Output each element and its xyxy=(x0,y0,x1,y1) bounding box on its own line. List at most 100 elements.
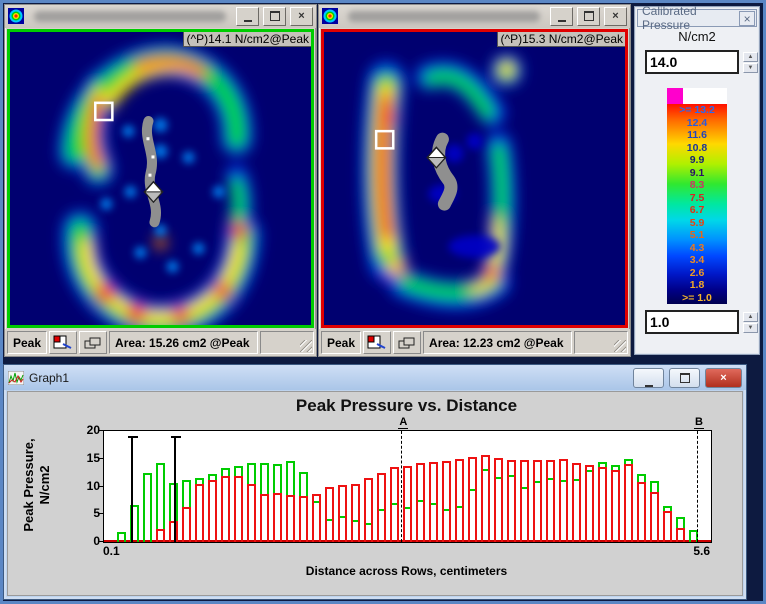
scale-label-14: 1.8 xyxy=(689,279,705,291)
legend-toggle-button[interactable] xyxy=(363,331,392,354)
bar-green-2 xyxy=(143,473,152,542)
scale-label-9: 5.9 xyxy=(689,216,705,229)
map-window-left-titlebar[interactable]: × xyxy=(5,5,316,28)
map-right-statusbar: Peak Area: 12.23 cm2 @Peak xyxy=(319,329,630,356)
x-axis-start-label: 0.1 xyxy=(103,544,120,558)
panel-titlebar[interactable]: Calibrated Pressure × xyxy=(637,4,757,32)
scale-label-12: 3.4 xyxy=(689,254,705,266)
arrow-up-icon: ▲ xyxy=(747,313,754,320)
y-axis-label: Peak Pressure, N/cm2 xyxy=(21,438,52,532)
bar-red-31 xyxy=(520,459,529,542)
map-window-right-titlebar[interactable]: × xyxy=(319,5,630,28)
display-mode-label[interactable]: Peak xyxy=(321,331,362,354)
spin-up-button[interactable]: ▲ xyxy=(743,311,758,322)
bar-red-39 xyxy=(624,464,633,542)
marker-A[interactable]: A xyxy=(398,416,409,542)
restore-button[interactable] xyxy=(577,6,600,26)
window-title-redacted xyxy=(34,10,226,22)
panel-title: Calibrated Pressure xyxy=(642,4,697,32)
arrow-up-icon: ▲ xyxy=(747,53,754,60)
windows-tile-button[interactable] xyxy=(393,331,422,354)
spin-up-button[interactable]: ▲ xyxy=(743,51,758,62)
units-label: N/cm2 xyxy=(678,29,716,44)
min-pressure-input[interactable] xyxy=(645,310,739,334)
bar-red-24 xyxy=(429,462,438,542)
bar-green-44 xyxy=(689,529,698,542)
close-icon: × xyxy=(298,10,305,23)
marker-B[interactable]: B xyxy=(694,416,704,542)
graph-icon xyxy=(8,370,24,385)
bar-red-5 xyxy=(182,507,191,542)
minimize-button[interactable] xyxy=(236,6,259,26)
legend-toggle-button[interactable] xyxy=(49,331,78,354)
resize-grip[interactable] xyxy=(260,331,314,354)
restore-button[interactable] xyxy=(669,367,700,388)
bar-red-27 xyxy=(468,456,477,542)
minimize-icon xyxy=(644,384,653,387)
marker-label-B: B xyxy=(694,416,704,429)
legend-blank-chip xyxy=(683,88,727,104)
bar-green-1 xyxy=(130,505,139,542)
bar-red-11 xyxy=(260,494,269,542)
close-icon: × xyxy=(743,11,751,26)
bar-red-18 xyxy=(351,483,360,542)
bar-red-40 xyxy=(637,482,646,542)
x-axis-baseline xyxy=(104,540,711,542)
bar-red-34 xyxy=(559,458,568,542)
pressure-heatmap-left xyxy=(10,31,311,326)
bar-red-16 xyxy=(325,486,334,542)
bar-red-32 xyxy=(533,459,542,542)
restore-button[interactable] xyxy=(263,6,286,26)
cursor-line-cap xyxy=(170,435,181,438)
bar-red-4 xyxy=(169,520,178,542)
window-title-redacted xyxy=(348,10,540,22)
pressure-heatmap-right xyxy=(324,31,625,326)
pressure-map-icon xyxy=(322,8,338,25)
max-pressure-spinner: ▲ ▼ xyxy=(743,51,758,73)
bar-red-28 xyxy=(481,455,490,542)
bar-green-4 xyxy=(169,482,178,542)
bar-red-20 xyxy=(377,473,386,542)
scale-label-6: 8.3 xyxy=(689,179,705,191)
close-button[interactable]: × xyxy=(290,6,313,26)
y-tick-label-5: 5 xyxy=(93,506,100,521)
spin-down-button[interactable]: ▼ xyxy=(743,62,758,73)
cop-cursor-icon[interactable] xyxy=(426,146,447,169)
panel-close-button[interactable]: × xyxy=(739,10,755,26)
y-tick-mark-10 xyxy=(99,485,104,487)
graph-window-titlebar[interactable]: Graph1 × xyxy=(4,365,746,390)
saturation-color-chip[interactable] xyxy=(667,88,683,104)
arrow-down-icon: ▼ xyxy=(747,324,754,331)
spin-down-button[interactable]: ▼ xyxy=(743,322,758,333)
resize-grip[interactable] xyxy=(574,331,628,354)
scale-label-15: >= 1.0 xyxy=(682,291,712,304)
overlapping-windows-icon xyxy=(84,337,101,349)
display-mode-label[interactable]: Peak xyxy=(7,331,48,354)
pressure-map-left[interactable]: (^P)14.1 N/cm2@Peak xyxy=(7,28,314,329)
y-tick-mark-0 xyxy=(99,541,104,542)
y-tick-label-15: 15 xyxy=(86,450,100,465)
minimize-button[interactable] xyxy=(633,367,664,388)
cursor-line-0[interactable] xyxy=(128,435,139,542)
calibrated-pressure-panel: Calibrated Pressure × N/cm2 ▲ ▼ >= 13.21… xyxy=(634,4,760,355)
minimize-button[interactable] xyxy=(550,6,573,26)
pressure-map-icon xyxy=(8,8,24,25)
bar-red-14 xyxy=(299,495,308,542)
close-button[interactable]: × xyxy=(604,6,627,26)
bar-red-22 xyxy=(403,465,412,542)
bar-red-35 xyxy=(572,462,581,542)
cop-cursor-icon[interactable] xyxy=(143,180,164,203)
graph-client-area: Peak Pressure vs. Distance Peak Pressure… xyxy=(7,391,743,596)
close-button[interactable]: × xyxy=(705,367,742,388)
overlapping-windows-icon xyxy=(398,337,415,349)
peak-cell-marker[interactable] xyxy=(374,129,395,150)
scale-label-4: 9.9 xyxy=(689,154,705,166)
max-pressure-input[interactable] xyxy=(645,50,739,74)
cursor-line-1[interactable] xyxy=(170,435,181,542)
bar-red-8 xyxy=(221,475,230,542)
y-tick-mark-20 xyxy=(99,430,104,431)
peak-cell-marker[interactable] xyxy=(94,101,114,122)
pressure-map-right[interactable]: (^P)15.3 N/cm2@Peak xyxy=(321,28,628,329)
windows-tile-button[interactable] xyxy=(79,331,108,354)
